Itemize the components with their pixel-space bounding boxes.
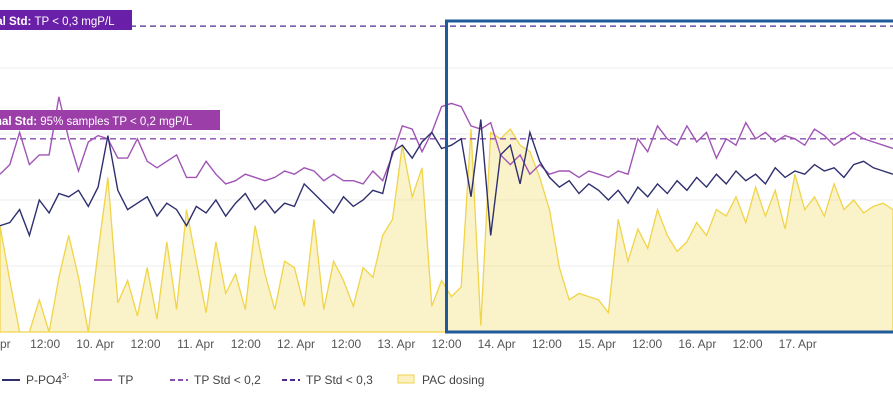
pac-dosing-area bbox=[0, 128, 893, 333]
x-tick-label: 15. Apr bbox=[578, 337, 616, 351]
x-tick-label: 12:00 bbox=[231, 337, 261, 351]
threshold-tag-background bbox=[0, 10, 132, 30]
x-axis: 9. Apr 12:00 10. Apr 12:00 11. Apr 12:00 12. A… bbox=[0, 337, 817, 351]
legend-item[interactable]: PAC dosing bbox=[397, 373, 484, 387]
legend-item[interactable]: P-PO43- bbox=[2, 372, 69, 387]
legend-superscript: 3- bbox=[62, 372, 69, 381]
x-tick-label: 12:00 bbox=[732, 337, 762, 351]
threshold-tag-value: 95% samples TP < 0,2 mgP/L bbox=[40, 116, 193, 128]
x-tick-label: 11. Apr bbox=[177, 337, 214, 351]
x-tick-label: 12:00 bbox=[632, 337, 662, 351]
legend-label: PAC dosing bbox=[422, 373, 484, 387]
x-tick-label: 12. Apr bbox=[277, 337, 315, 351]
threshold-tag-text: Global Std: TP < 0,3 mgP/L bbox=[0, 16, 115, 28]
threshold-tag-bold: Internal Std: bbox=[0, 116, 40, 128]
x-tick-label: 14. Apr bbox=[478, 337, 516, 351]
threshold-tag-background bbox=[0, 110, 220, 130]
x-tick-label: 10. Apr bbox=[76, 337, 114, 351]
threshold-tag-text: Internal Std: 95% samples TP < 0,2 mgP/L bbox=[0, 116, 193, 128]
legend-item[interactable]: TP Std < 0,2 bbox=[170, 373, 261, 387]
threshold-tag-value: TP < 0,3 mgP/L bbox=[35, 16, 116, 28]
x-tick-label: 17. Apr bbox=[779, 337, 817, 351]
legend-label: TP bbox=[118, 373, 133, 387]
threshold-tags-layer: Global Std: TP < 0,3 mgP/L Internal Std: … bbox=[0, 10, 220, 130]
threshold-tag: Internal Std: 95% samples TP < 0,2 mgP/L bbox=[0, 110, 220, 130]
x-tick-label: 16. Apr bbox=[678, 337, 716, 351]
legend-item[interactable]: TP bbox=[94, 373, 133, 387]
x-tick-label: 12:00 bbox=[30, 337, 60, 351]
threshold-tag-bold: Global Std: bbox=[0, 16, 35, 28]
threshold-tag: Global Std: TP < 0,3 mgP/L bbox=[0, 10, 132, 30]
legend-label: TP Std < 0,3 bbox=[306, 373, 373, 387]
x-tick-label: 9. Apr bbox=[0, 337, 11, 351]
legend-item[interactable]: TP Std < 0,3 bbox=[282, 373, 373, 387]
pac-dosing-area-layer bbox=[0, 128, 893, 333]
legend-label: P-PO43- bbox=[26, 372, 69, 387]
legend-label: TP Std < 0,2 bbox=[194, 373, 261, 387]
x-tick-label: 13. Apr bbox=[377, 337, 415, 351]
x-tick-label: 12:00 bbox=[331, 337, 361, 351]
legend-swatch bbox=[397, 374, 415, 384]
x-tick-label: 12:00 bbox=[130, 337, 160, 351]
legend[interactable]: P-PO43- TP TP Std < 0,2 TP Std < 0,3 PAC dos… bbox=[2, 372, 484, 387]
threshold-lines-layer bbox=[0, 25, 893, 140]
highlight-box bbox=[445, 19, 893, 334]
x-tick-label: 12:00 bbox=[532, 337, 562, 351]
highlight-box-layer bbox=[445, 19, 893, 334]
x-tick-label: 12:00 bbox=[431, 337, 461, 351]
